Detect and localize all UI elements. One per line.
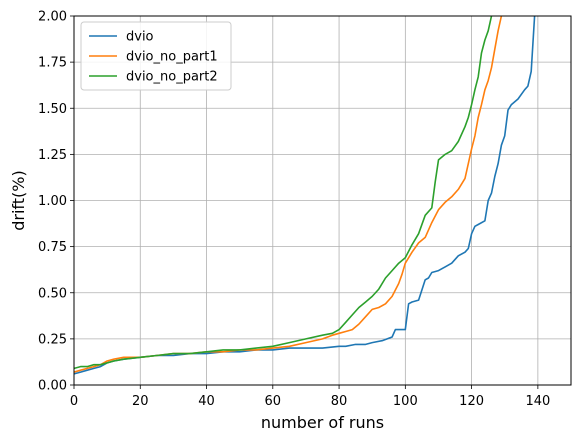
y-tick-label: 0.00 [38, 379, 67, 394]
series-lines [74, 16, 536, 375]
x-tick-label: 80 [331, 394, 348, 409]
legend-label: dvio [126, 30, 154, 45]
y-tick-label: 0.75 [38, 240, 67, 255]
y-tick-label: 1.50 [38, 102, 67, 117]
x-axis-label: number of runs [261, 413, 384, 432]
y-tick-label: 2.00 [38, 10, 67, 25]
x-tick-label: 100 [393, 394, 418, 409]
y-tick-label: 1.25 [38, 148, 67, 163]
legend-label: dvio_no_part1 [126, 50, 218, 65]
x-tick-label: 140 [525, 394, 550, 409]
y-tick-label: 0.50 [38, 286, 67, 301]
y-axis-label: drift(%) [9, 170, 28, 231]
x-tick-label: 0 [70, 394, 78, 409]
series-line-dvio [74, 16, 536, 375]
y-tick-label: 0.25 [38, 332, 67, 347]
x-tick-label: 20 [132, 394, 149, 409]
legend: dvio dvio_no_part1 dvio_no_part2 [80, 21, 232, 91]
series-line-dvio-no-part2 [74, 16, 493, 370]
y-tick-label: 1.75 [38, 56, 67, 71]
legend-label: dvio_no_part2 [126, 70, 218, 85]
x-tick-label: 120 [459, 394, 484, 409]
x-tick-label: 40 [198, 394, 215, 409]
x-tick-label: 60 [265, 394, 282, 409]
legend-box [80, 21, 232, 91]
y-tick-label: 1.00 [38, 194, 67, 209]
ticks: 0 20 40 60 80 100 120 140 0.00 0.25 0.50 0.75 1.00 1.… [38, 10, 550, 410]
